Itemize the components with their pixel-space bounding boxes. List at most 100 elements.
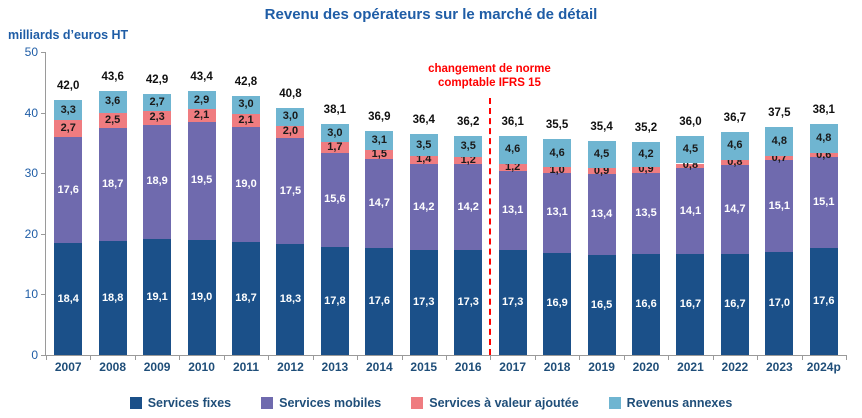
bar-segment xyxy=(276,107,305,126)
segment-value-label: 2,1 xyxy=(238,113,254,126)
bar-segment xyxy=(587,255,616,355)
segment-value-label: 16,6 xyxy=(635,298,657,311)
x-axis-tick-mark xyxy=(623,355,625,360)
bar-segment xyxy=(365,150,394,160)
chart-title: Revenu des opérateurs sur le marché de d… xyxy=(264,6,598,23)
x-axis-tick-mark xyxy=(757,355,759,360)
segment-value-label: 4,8 xyxy=(816,132,832,145)
total-value-label: 40,8 xyxy=(279,87,302,100)
total-value-label: 43,6 xyxy=(101,70,124,83)
x-axis-category-label: 2010 xyxy=(188,360,215,374)
bar-segment xyxy=(409,164,438,251)
segment-value-label: 17,3 xyxy=(501,296,524,309)
bar-segment xyxy=(54,243,83,355)
segment-value-label: 16,5 xyxy=(590,298,613,311)
segment-value-label: 1,5 xyxy=(371,148,387,161)
bar-segment xyxy=(320,152,349,248)
annotation-line-1: changement de norme xyxy=(428,63,551,75)
total-value-label: 35,5 xyxy=(545,119,569,132)
bar-segment xyxy=(454,164,483,251)
legend-label: Services fixes xyxy=(147,396,232,410)
bar-segment xyxy=(320,247,349,355)
bar-segment xyxy=(498,163,527,171)
total-value-label: 37,5 xyxy=(768,107,791,120)
annotation-line-2: comptable IFRS 15 xyxy=(437,77,541,89)
x-axis-category-label: 2021 xyxy=(677,360,704,374)
bar-segment xyxy=(187,121,216,240)
segment-value-label: 18,4 xyxy=(57,292,79,305)
x-axis-category-label: 2018 xyxy=(543,360,571,374)
segment-value-label: 17,3 xyxy=(413,296,435,309)
bar-segment xyxy=(676,253,705,355)
segment-value-label: 4,2 xyxy=(638,147,654,160)
bar-segment xyxy=(232,113,260,127)
segment-value-label: 17,0 xyxy=(768,296,791,309)
segment-value-label: 2,9 xyxy=(193,93,210,106)
bar-segment xyxy=(765,127,794,157)
x-axis-tick-mark xyxy=(579,355,581,360)
bar-segment xyxy=(232,241,260,355)
segment-value-label: 2,3 xyxy=(149,111,165,124)
x-axis-category-label: 2019 xyxy=(588,360,615,374)
total-value-label: 36,7 xyxy=(723,111,747,124)
x-axis-category-label: 2011 xyxy=(232,360,259,374)
legend-item: Services mobiles xyxy=(261,396,381,410)
bar-segment xyxy=(765,251,794,355)
segment-value-label: 18,7 xyxy=(101,177,124,190)
x-axis-tick-mark xyxy=(134,355,136,360)
bar-segment xyxy=(632,167,660,173)
bar-segment xyxy=(676,168,705,254)
bar-segment xyxy=(720,159,749,165)
segment-value-label: 19,0 xyxy=(235,177,257,190)
y-axis-tick-label: 0 xyxy=(31,348,38,362)
y-axis-tick-mark xyxy=(41,52,46,53)
segment-value-label: 3,0 xyxy=(282,110,299,123)
x-axis-category-label: 2017 xyxy=(499,360,526,374)
segment-value-label: 1,2 xyxy=(460,153,476,166)
segment-value-label: 14,1 xyxy=(679,204,702,217)
bar-segment xyxy=(187,91,216,109)
x-axis-tick-mark xyxy=(179,355,181,360)
y-axis-tick-label: 30 xyxy=(24,166,38,181)
segment-value-label: 18,7 xyxy=(235,291,257,304)
y-axis-tick-mark xyxy=(41,294,46,296)
total-value-label: 36,0 xyxy=(679,116,702,129)
x-axis-tick-mark xyxy=(846,355,847,360)
bar-segment xyxy=(809,124,838,154)
x-axis-category-label: 2012 xyxy=(277,360,304,374)
bar-segment xyxy=(232,126,260,242)
bar-segment xyxy=(54,136,83,244)
segment-value-label: 14,7 xyxy=(724,202,746,215)
total-value-label: 42,8 xyxy=(234,75,258,88)
segment-value-label: 16,7 xyxy=(679,297,702,310)
x-axis-category-label: 2008 xyxy=(99,360,126,374)
segment-value-label: 1,4 xyxy=(416,153,432,166)
x-axis-tick-mark xyxy=(46,355,47,360)
x-axis-category-label: 2016 xyxy=(454,360,482,374)
bar-segment xyxy=(98,90,127,113)
bar-segment xyxy=(765,160,794,252)
x-axis-tick-mark xyxy=(312,355,314,360)
segment-value-label: 13,4 xyxy=(590,207,613,220)
segment-value-label: 3,5 xyxy=(460,139,476,152)
y-axis-tick-label: 10 xyxy=(24,287,38,302)
y-axis-tick-mark xyxy=(41,173,46,175)
y-axis-tick-label: 40 xyxy=(24,105,38,120)
bar-segment xyxy=(276,138,305,245)
segment-value-label: 13,1 xyxy=(501,203,524,216)
x-axis-category-label: 2022 xyxy=(721,360,749,374)
bar-segment xyxy=(676,163,705,169)
segment-value-label: 2,0 xyxy=(282,125,299,138)
bar-segment xyxy=(143,239,172,355)
bar-segment xyxy=(365,159,394,249)
segment-value-label: 3,3 xyxy=(60,103,76,116)
legend-item: Services à valeur ajoutée xyxy=(411,396,579,410)
bar-segment xyxy=(498,250,527,355)
segment-value-label: 18,8 xyxy=(101,291,124,304)
y-axis-tick-label: 20 xyxy=(24,226,38,241)
x-axis-category-label: 2007 xyxy=(54,360,82,374)
x-axis-tick-mark xyxy=(534,355,536,360)
legend-swatch-icon xyxy=(129,397,142,409)
x-axis-category-label: 2014 xyxy=(365,360,393,374)
bar-segment xyxy=(809,156,838,249)
